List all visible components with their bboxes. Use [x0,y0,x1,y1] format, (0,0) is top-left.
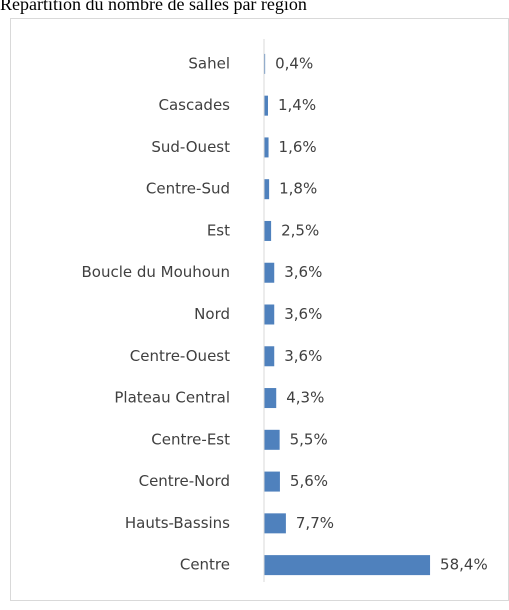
category-label: Sud-Ouest [151,138,230,156]
category-label: Est [207,221,230,239]
value-label: 58,4% [440,556,488,574]
value-label: 3,6% [284,263,322,281]
category-label: Centre-Nord [139,472,230,490]
value-label: 2,5% [281,221,319,239]
category-label: Plateau Central [114,389,230,407]
category-label: Sahel [188,54,230,72]
value-label: 5,6% [290,472,328,490]
bar [264,179,270,200]
category-label: Centre-Est [151,430,230,448]
bar [264,262,275,283]
bar [264,137,269,158]
value-label: 4,3% [286,389,324,407]
bar [264,513,286,534]
value-label: 5,5% [290,430,328,448]
value-label: 3,6% [284,347,322,365]
category-label: Hauts-Bassins [125,514,230,532]
bar [264,304,275,325]
bar [264,429,280,450]
category-label: Nord [194,305,230,323]
value-label: 3,6% [284,305,322,323]
bar [264,220,272,241]
category-label: Centre [180,556,230,574]
category-label: Boucle du Mouhoun [81,263,230,281]
value-label: 7,7% [296,514,334,532]
category-label: Cascades [159,96,231,114]
chart-border [10,18,509,601]
category-label: Centre-Sud [146,180,230,198]
category-label: Centre-Ouest [130,347,230,365]
bar [264,53,266,74]
bar [264,471,280,492]
bar [264,95,268,116]
bar [264,388,277,409]
value-label: 0,4% [275,54,313,72]
value-label: 1,8% [279,180,317,198]
bar [264,346,275,367]
chart-title: Répartition du nombre de salles par régi… [0,0,307,14]
bar [264,555,431,576]
value-label: 1,4% [278,96,316,114]
value-label: 1,6% [279,138,317,156]
